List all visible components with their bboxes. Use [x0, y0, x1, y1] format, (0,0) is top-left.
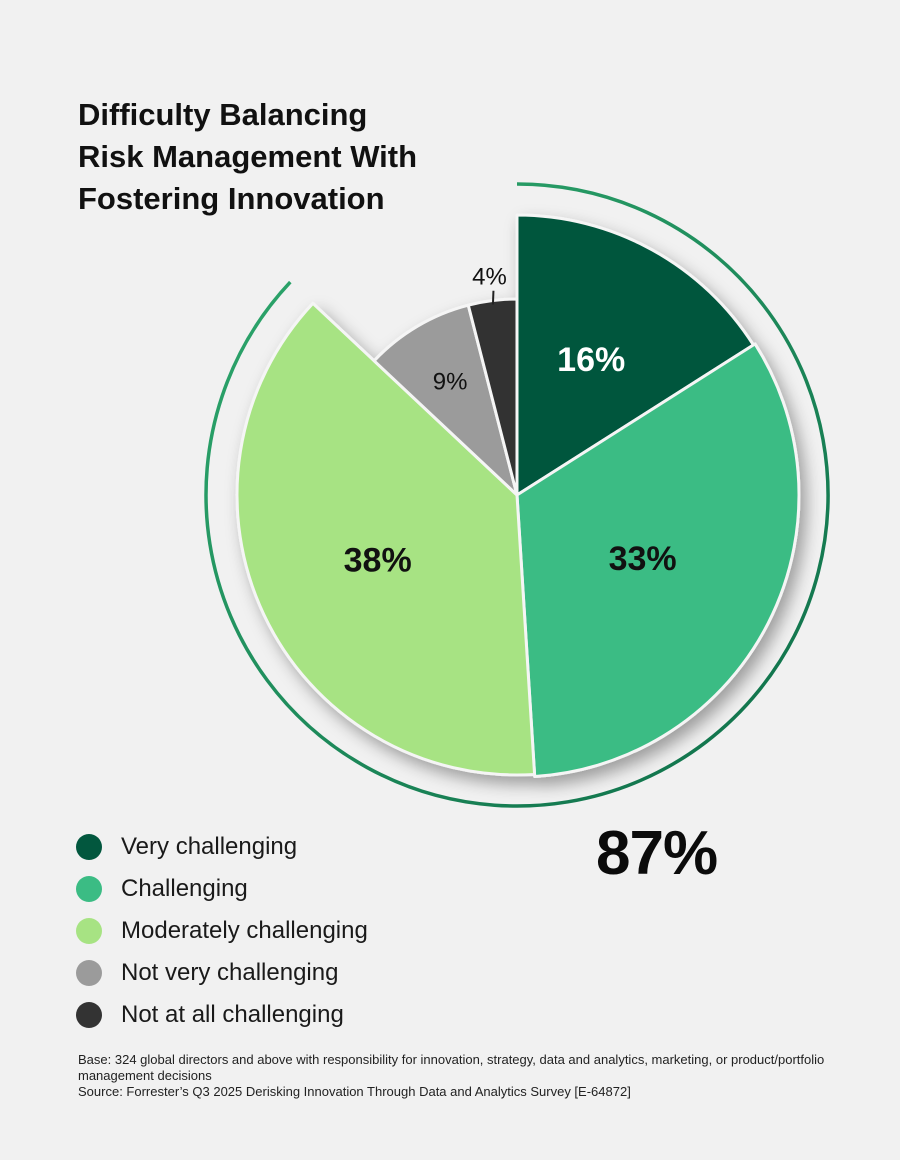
legend-label-moderately-challenging: Moderately challenging — [121, 917, 368, 944]
legend-item-moderately-challenging: Moderately challenging — [76, 910, 368, 952]
total-bracket-ring — [204, 182, 830, 808]
slice-label-not-very-challenging: 9% — [433, 368, 468, 395]
legend-label-challenging: Challenging — [121, 875, 248, 902]
legend-item-very-challenging: Very challenging — [76, 826, 368, 868]
total-challenging-value: 87% — [596, 819, 718, 888]
leader-line-not-at-all-challenging — [491, 290, 495, 305]
chart-title: Difficulty Balancing Risk Management Wit… — [78, 94, 498, 220]
legend-swatch-very-challenging — [76, 834, 102, 860]
pie-slice-challenging — [515, 342, 801, 778]
legend-label-not-at-all-challenging: Not at all challenging — [121, 1001, 344, 1028]
slice-label-very-challenging: 16% — [557, 341, 625, 379]
slice-label-not-at-all-challenging: 4% — [472, 264, 507, 291]
slice-label-challenging: 33% — [609, 540, 677, 578]
legend-item-not-very-challenging: Not very challenging — [76, 952, 368, 994]
legend-item-challenging: Challenging — [76, 868, 368, 910]
chart-title-line-2: Risk Management With — [78, 139, 418, 174]
footnote-base: Base: 324 global directors and above wit… — [78, 1052, 825, 1083]
chart-title-line-3: Fostering Innovation — [78, 181, 385, 216]
footnote-source: Source: Forrester’s Q3 2025 Derisking In… — [78, 1084, 631, 1099]
footnote: Base: 324 global directors and above wit… — [78, 1052, 838, 1100]
slice-label-moderately-challenging: 38% — [344, 542, 412, 580]
pie-slice-not-very-challenging — [372, 303, 519, 497]
pie-slice-moderately-challenging — [235, 301, 537, 777]
pie-slice-very-challenging — [515, 213, 755, 497]
legend-swatch-not-very-challenging — [76, 960, 102, 986]
legend-label-very-challenging: Very challenging — [121, 833, 298, 860]
legend-label-not-very-challenging: Not very challenging — [121, 959, 339, 986]
legend: Very challenging Challenging Moderately … — [76, 826, 368, 1036]
chart-title-line-1: Difficulty Balancing — [78, 97, 368, 132]
legend-item-not-at-all-challenging: Not at all challenging — [76, 994, 368, 1036]
legend-swatch-moderately-challenging — [76, 918, 102, 944]
legend-swatch-challenging — [76, 876, 102, 902]
legend-swatch-not-at-all-challenging — [76, 1002, 102, 1028]
